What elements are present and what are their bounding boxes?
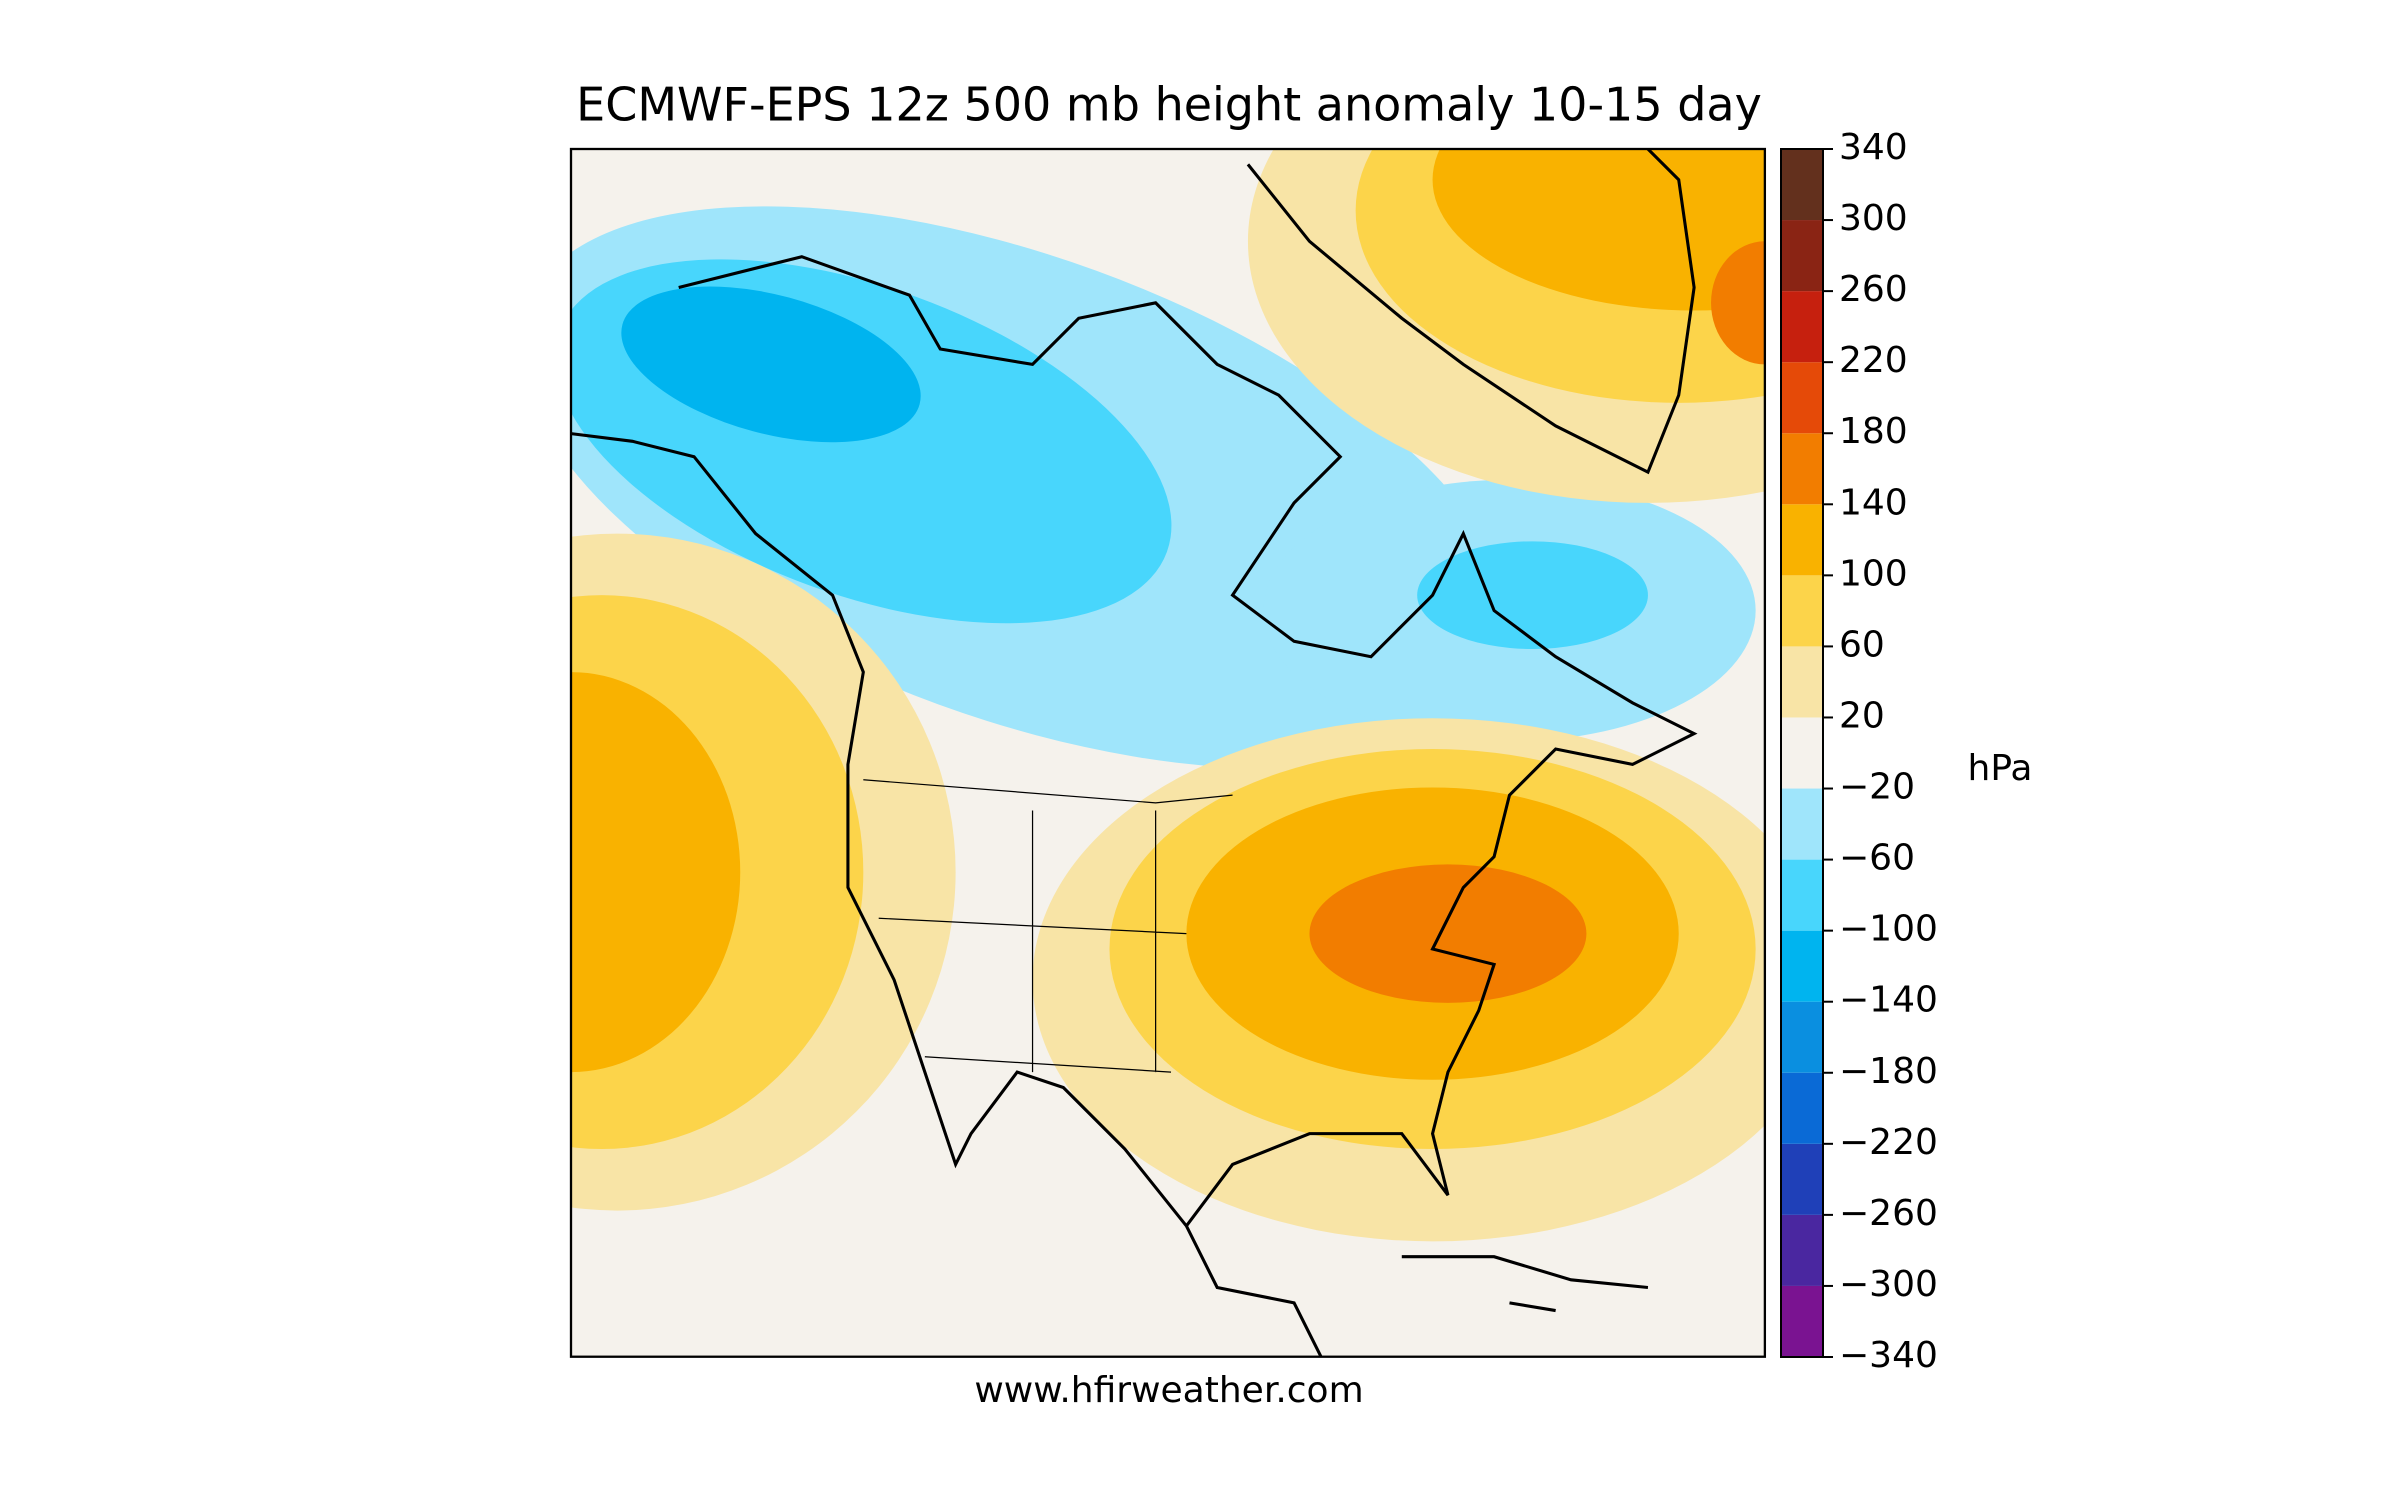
colorbar-tick-label: −300 bbox=[1839, 1264, 1938, 1305]
colorbar-tick-label: −140 bbox=[1839, 980, 1938, 1021]
credit: www.hfirweather.com bbox=[974, 1370, 1363, 1411]
colorbar-band bbox=[1781, 930, 1823, 1002]
colorbar-tick-label: 180 bbox=[1839, 411, 1908, 452]
greenland-coast bbox=[1246, 149, 1696, 475]
map-title: ECMWF-EPS 12z 500 mb height anomaly 10-1… bbox=[576, 78, 1762, 132]
colorbar-tick-label: −180 bbox=[1839, 1051, 1938, 1092]
colorbar-tick-label: 60 bbox=[1839, 624, 1885, 665]
colorbar-band bbox=[1781, 575, 1823, 647]
colorbar-band bbox=[1781, 646, 1823, 718]
colorbar-band bbox=[1781, 788, 1823, 860]
colorbar-band bbox=[1781, 1001, 1823, 1073]
map-frame bbox=[569, 147, 1767, 1358]
coastline bbox=[571, 255, 1698, 1357]
colorbar-band bbox=[1781, 1143, 1823, 1215]
colorbar-tick-label: 140 bbox=[1839, 482, 1908, 523]
colorbar-band bbox=[1781, 220, 1823, 292]
colorbar-tick-label: −260 bbox=[1839, 1193, 1938, 1234]
colorbar-band bbox=[1781, 717, 1823, 789]
colorbar-tick-label: 260 bbox=[1839, 269, 1908, 310]
colorbar-tick-label: 340 bbox=[1839, 127, 1908, 168]
borders bbox=[863, 779, 1233, 1073]
colorbar-band bbox=[1781, 859, 1823, 931]
colorbar-tick-label: −20 bbox=[1839, 767, 1915, 808]
caribbean-coast bbox=[1401, 1255, 1649, 1313]
colorbar-tick-label: −60 bbox=[1839, 838, 1915, 879]
colorbar-tick-label: 20 bbox=[1839, 695, 1885, 736]
colorbar-band bbox=[1781, 1072, 1823, 1144]
colorbar-band bbox=[1781, 362, 1823, 434]
colorbar: −340 −300 −260 −220 −180 −140 −100 −60 −20 20 60 10… bbox=[1780, 127, 1938, 1376]
colorbar-band bbox=[1781, 291, 1823, 363]
colorbar-band bbox=[1781, 433, 1823, 505]
colorbar-unit: hPa bbox=[1968, 748, 2033, 789]
colorbar-tick-label: −340 bbox=[1839, 1335, 1938, 1376]
anomaly-field bbox=[571, 149, 1765, 1357]
colorbar-tick-label: −220 bbox=[1839, 1122, 1938, 1163]
colorbar-tick-label: 300 bbox=[1839, 198, 1908, 239]
colorbar-frame bbox=[1780, 148, 1824, 1358]
colorbar-tick-label: 220 bbox=[1839, 340, 1908, 381]
colorbar-band bbox=[1781, 149, 1823, 221]
colorbar-tick-label: −100 bbox=[1839, 909, 1938, 950]
colorbar-band bbox=[1781, 1285, 1823, 1357]
colorbar-band bbox=[1781, 1214, 1823, 1286]
colorbar-tick-label: 100 bbox=[1839, 553, 1908, 594]
colorbar-band bbox=[1781, 504, 1823, 576]
map bbox=[569, 147, 1767, 1358]
